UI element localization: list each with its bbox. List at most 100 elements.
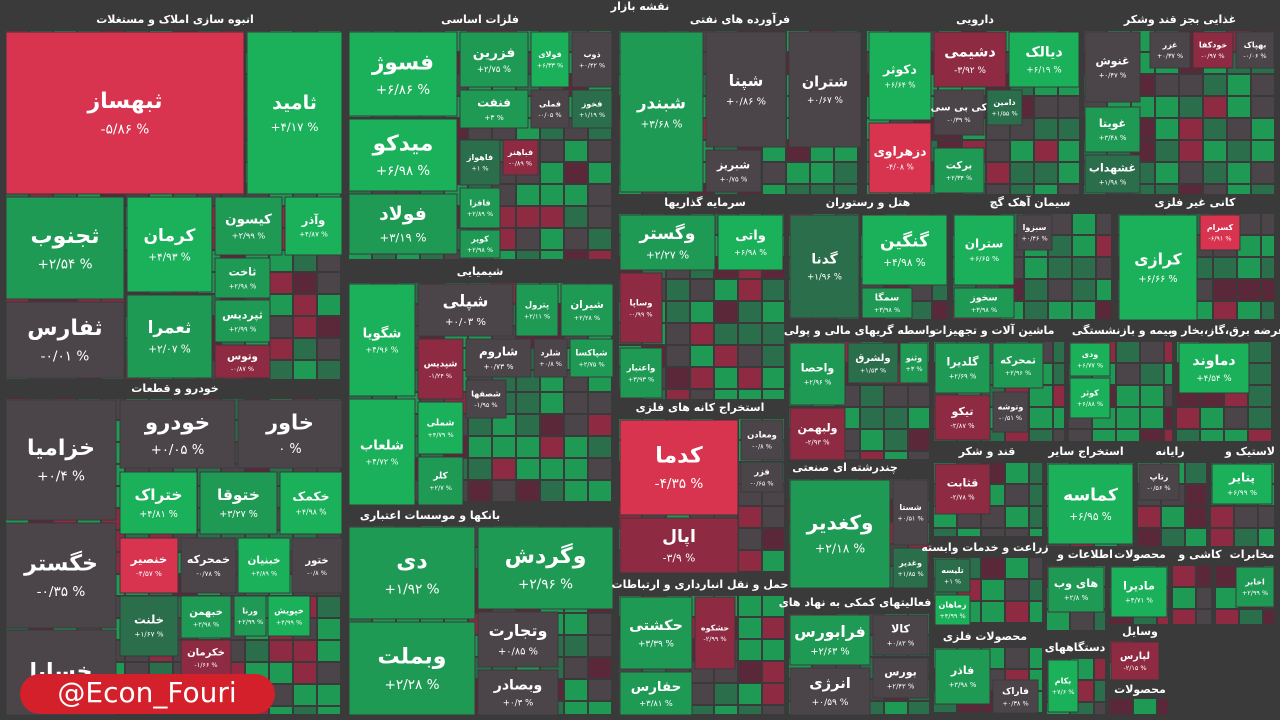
- filler-tile: [1030, 558, 1042, 578]
- filler-tile: [1228, 185, 1250, 194]
- filler-tile: [885, 702, 907, 714]
- tile: [1192, 31, 1234, 69]
- filler-tile: [1214, 258, 1236, 278]
- sector-title: اطلاعات و: [1056, 548, 1113, 561]
- tile: [1118, 214, 1198, 321]
- sector-title: ماشین آلات و تجهیزات: [932, 323, 1055, 337]
- sector-title: غذایی بجز قند وشکر: [1123, 13, 1236, 26]
- filler-tile: [739, 346, 761, 366]
- filler-tile: [1073, 280, 1095, 300]
- filler-tile: [1156, 97, 1178, 117]
- sector-title: زراعت و خدمات وابسته: [921, 541, 1048, 554]
- tile: [1084, 154, 1141, 194]
- filler-tile: [1035, 97, 1057, 117]
- sector: لاستیک و پتایر +۶/۹۹ %: [1211, 445, 1275, 546]
- tile-change: +۱/۶۷ %: [134, 630, 163, 639]
- sector-title: بیمه و بازنشستگی: [1072, 324, 1172, 337]
- filler-tile: [270, 273, 292, 293]
- filler-tile: [1180, 163, 1202, 183]
- filler-tile: [1071, 610, 1093, 630]
- tile: [530, 31, 570, 88]
- filler-tile: [1259, 507, 1274, 527]
- sector-title: انبوه سازی املاک و مستغلات: [96, 13, 254, 26]
- tile-change: +۰/۸۳ %: [887, 639, 915, 647]
- filler-tile: [565, 680, 587, 700]
- tile-name: خبنیان: [248, 554, 281, 566]
- tile-change: -۰/۷۸ %: [196, 570, 221, 578]
- filler-tile: [1073, 258, 1095, 278]
- sector-title: خودرو و قطعات: [131, 382, 218, 395]
- filler-tile: [1030, 386, 1052, 406]
- sector-title: رایانه: [1155, 445, 1184, 458]
- sector: انبوه سازی املاک و مستغلات ثبهساز -۵/۸۶ % ث…: [5, 13, 343, 379]
- tile-change: +۷/۶ %: [1052, 688, 1075, 696]
- tile: [872, 657, 929, 699]
- tile-name: شملی: [427, 418, 455, 428]
- tile: [1084, 106, 1141, 153]
- filler-tile: [667, 302, 689, 322]
- tile-change: +۳/۶۸ %: [641, 118, 683, 130]
- tile-name: گدنا: [811, 251, 838, 268]
- tile-change: +۴/۸۱ %: [139, 509, 178, 520]
- filler-tile: [861, 430, 883, 450]
- tile-change: +۱ %: [471, 165, 488, 173]
- filler-tile: [739, 596, 761, 616]
- tile-name: شپدیس: [424, 359, 458, 369]
- filler-tile: [1238, 302, 1260, 319]
- tile: [417, 401, 464, 455]
- filler-tile: [909, 702, 929, 714]
- tile: [348, 118, 458, 192]
- tile: [417, 338, 464, 400]
- tile-change: +۰/۰۵ %: [151, 443, 204, 458]
- filler-tile: [1134, 699, 1156, 714]
- filler-tile: [1035, 141, 1057, 161]
- tile-change: +۴/۹۶ %: [365, 344, 398, 354]
- filler-tile: [909, 386, 929, 406]
- tile-change: +۳/۸۱ %: [639, 698, 673, 708]
- filler-tile: [1156, 75, 1178, 95]
- filler-tile: [1025, 280, 1047, 300]
- tile: [934, 394, 991, 441]
- filler-tile: [811, 185, 833, 194]
- sector-title: کاشی و: [1177, 548, 1222, 561]
- tile: [619, 419, 739, 516]
- filler-tile: [739, 368, 761, 388]
- tile-name: شبندر: [636, 93, 686, 112]
- filler-tile: [1054, 364, 1064, 384]
- filler-tile: [565, 636, 587, 656]
- tile-change: +۶/۷۷ %: [1077, 362, 1103, 370]
- filler-tile: [318, 361, 340, 379]
- tile: [126, 294, 213, 379]
- filler-tile: [909, 452, 929, 459]
- tile-name: ودی: [1082, 350, 1098, 359]
- tile-change: +۲/۷۵ %: [477, 64, 511, 74]
- tile: [284, 196, 343, 256]
- tile-change: -۰/۸۷ %: [231, 365, 254, 373]
- filler-tile: [1117, 342, 1139, 362]
- filler-tile: [1030, 408, 1052, 428]
- tile-change: -۲/۱۵ %: [1123, 664, 1146, 672]
- tile: [953, 287, 1015, 319]
- tile-name: حشکوه: [701, 623, 730, 632]
- tile-name: خپویش: [274, 605, 304, 616]
- tile-change: +۳/۳۹ %: [638, 639, 674, 649]
- tile: [1069, 377, 1111, 419]
- tile-change: +۲/۸ %: [1064, 594, 1089, 602]
- tile-change: -۰/۸۹ %: [509, 160, 532, 168]
- tile-name: شستا: [899, 503, 921, 512]
- tile-name: غویتا: [1099, 117, 1126, 130]
- filler-tile: [318, 317, 340, 337]
- filler-tile: [763, 529, 784, 549]
- tile-name: اپال: [662, 527, 696, 547]
- tile-name: ختوقا: [217, 486, 260, 504]
- filler-tile: [739, 662, 761, 682]
- filler-tile: [739, 618, 761, 638]
- tile-change: -۱/۶۶ %: [194, 661, 217, 669]
- tile: [619, 517, 739, 574]
- filler-tile: [517, 481, 539, 501]
- filler-tile: [1180, 97, 1202, 117]
- tile-name: خودرو: [144, 410, 210, 435]
- tile-change: +۴/۹۸ %: [295, 507, 326, 516]
- tile: [459, 139, 501, 186]
- filler-tile: [933, 302, 947, 319]
